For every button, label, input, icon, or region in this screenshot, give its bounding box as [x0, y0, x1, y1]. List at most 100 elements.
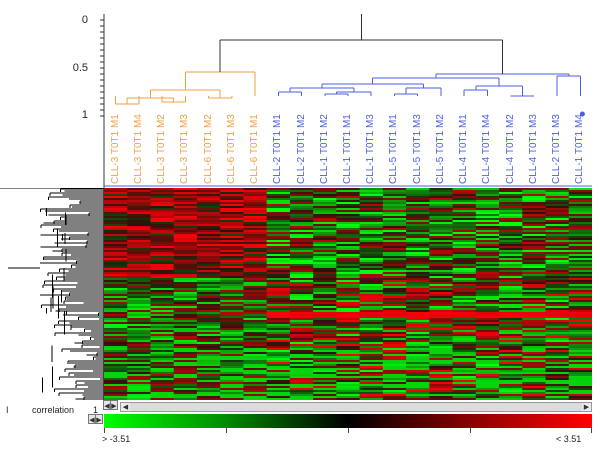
- heatmap-cell: [266, 254, 291, 257]
- heatmap-cell: [382, 250, 407, 253]
- heatmap-cell: [220, 288, 244, 291]
- heatmap-cell: [104, 392, 128, 395]
- heatmap-cell: [220, 382, 244, 385]
- selected-leaf-marker-icon[interactable]: [579, 111, 585, 117]
- heatmap-cell: [568, 346, 592, 349]
- heatmap-cell: [475, 268, 500, 271]
- heatmap-cell: [266, 218, 291, 221]
- heatmap-cell: [266, 224, 291, 227]
- heatmap-cell: [104, 222, 128, 225]
- heatmap-cell: [475, 250, 500, 253]
- heatmap-cell: [313, 350, 337, 353]
- heatmap-cell: [196, 222, 221, 225]
- heatmap-cell: [499, 252, 523, 255]
- heatmap-cell: [150, 202, 175, 205]
- heatmap-cell: [220, 262, 244, 265]
- heatmap-cell: [196, 348, 221, 351]
- heatmap-cell: [475, 260, 500, 263]
- heatmap-cell: [173, 280, 198, 283]
- heatmap-cell: [243, 202, 267, 205]
- heatmap-cell: [499, 348, 523, 351]
- heatmap-cell: [243, 274, 267, 277]
- heatmap-cell: [196, 326, 221, 329]
- heatmap-cell: [568, 270, 592, 273]
- heatmap-cell: [522, 318, 546, 321]
- heatmap-cell: [127, 286, 151, 289]
- heatmap-cell: [127, 192, 151, 195]
- heatmap-cell: [150, 352, 175, 355]
- heatmap-cell: [196, 234, 221, 237]
- heatmap-cell: [568, 220, 592, 223]
- heatmap-cell: [266, 256, 291, 259]
- heatmap-cell: [475, 202, 500, 205]
- heatmap-cell: [406, 346, 430, 349]
- heatmap-cell: [499, 308, 523, 311]
- heatmap-cell: [499, 274, 523, 277]
- heatmap-cell: [313, 218, 337, 221]
- heatmap-cell: [429, 330, 453, 333]
- heatmap-cell: [359, 248, 384, 251]
- heatmap-cell: [127, 202, 151, 205]
- heatmap-cell: [220, 328, 244, 331]
- heatmap-cell: [452, 258, 477, 261]
- heatmap-cell: [406, 238, 430, 241]
- heatmap-cell: [127, 378, 151, 381]
- heatmap-cell: [499, 236, 523, 239]
- heatmap-cell: [568, 352, 592, 355]
- heatmap-cell: [220, 222, 244, 225]
- heatmap-cell: [359, 206, 384, 209]
- heatmap-cell: [196, 268, 221, 271]
- heatmap-cell: [336, 280, 360, 283]
- heatmap-cell: [545, 356, 570, 359]
- scroll-left-arrow-icon[interactable]: ◀: [121, 403, 130, 411]
- heatmap-cell: [568, 210, 592, 213]
- heatmap-cell: [545, 366, 570, 369]
- heatmap-cell: [382, 332, 407, 335]
- heatmap-cell: [173, 206, 198, 209]
- heatmap-cell: [104, 282, 128, 285]
- heatmap-cell: [545, 304, 570, 307]
- heatmap-cell: [104, 374, 128, 377]
- heatmap-cell: [104, 278, 128, 281]
- heatmap-cell: [568, 240, 592, 243]
- heatmap-cell: [289, 204, 314, 207]
- heatmap-cell: [406, 336, 430, 339]
- heatmap-cell: [359, 308, 384, 311]
- heatmap-cell: [336, 284, 360, 287]
- heatmap-cell: [220, 200, 244, 203]
- heatmap-cell: [104, 248, 128, 251]
- zoom-in-right-button[interactable]: ▶: [110, 400, 118, 410]
- heatmap-cell: [382, 278, 407, 281]
- horizontal-scrollbar[interactable]: ◀ ▶: [120, 402, 592, 412]
- heatmap-cell: [196, 304, 221, 307]
- heatmap-cell: [522, 348, 546, 351]
- heatmap-cell: [196, 318, 221, 321]
- heatmap-cell: [452, 276, 477, 279]
- heatmap-cell: [127, 190, 151, 193]
- heatmap-cell: [196, 280, 221, 283]
- heatmap-cell: [104, 304, 128, 307]
- scroll-right-arrow-icon[interactable]: ▶: [582, 403, 591, 411]
- heatmap-cell: [475, 218, 500, 221]
- heatmap-cell: [196, 208, 221, 211]
- heatmap-cell: [220, 212, 244, 215]
- heatmap-cell: [522, 356, 546, 359]
- heatmap-cell: [406, 224, 430, 227]
- heatmap-cell: [289, 202, 314, 205]
- heatmap-cell: [104, 196, 128, 199]
- heatmap-cell: [475, 234, 500, 237]
- heatmap-cell: [499, 246, 523, 249]
- heatmap-cell: [568, 340, 592, 343]
- heatmap-cell: [475, 282, 500, 285]
- heatmap-cell: [429, 312, 453, 315]
- heatmap-cell: [382, 224, 407, 227]
- heatmap-cell: [196, 316, 221, 319]
- heatmap-cell: [266, 284, 291, 287]
- heatmap-cell: [173, 232, 198, 235]
- heatmap-cell: [104, 226, 128, 229]
- heatmap-cell: [289, 300, 314, 303]
- heatmap-cell: [220, 386, 244, 389]
- heatmap-cell: [452, 352, 477, 355]
- zoom-in-bottom-button[interactable]: ▶: [95, 414, 103, 424]
- heatmap-cell: [452, 252, 477, 255]
